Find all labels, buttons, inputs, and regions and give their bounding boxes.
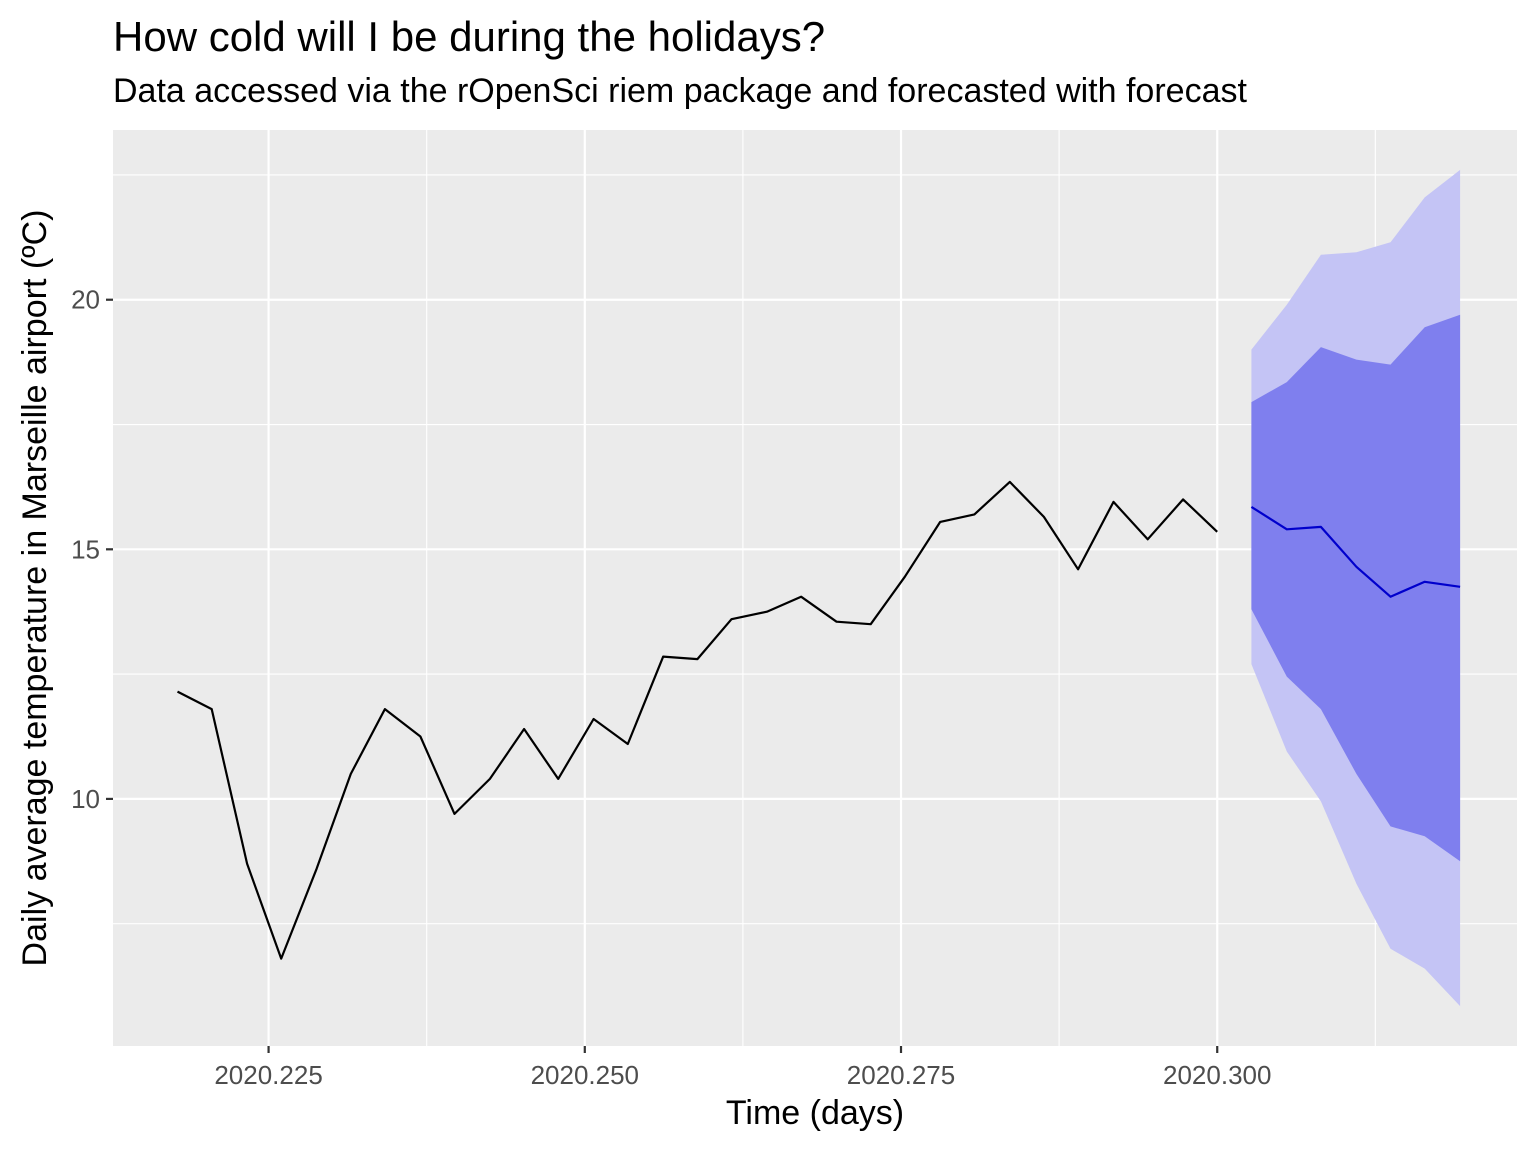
forecast-80-interval <box>1251 314 1461 862</box>
x-tick-label: 2020.300 <box>1163 1060 1271 1090</box>
chart-title: How cold will I be during the holidays? <box>113 13 825 60</box>
y-tick-label: 15 <box>71 534 100 564</box>
chart-subtitle: Data accessed via the rOpenSci riem pack… <box>113 72 1247 110</box>
forecast-80-band <box>1251 314 1461 862</box>
x-tick-label: 2020.275 <box>847 1060 955 1090</box>
x-tick-label: 2020.225 <box>214 1060 322 1090</box>
x-axis-title: Time (days) <box>726 1094 904 1132</box>
y-axis-title: Daily average temperature in Marseille a… <box>16 210 54 967</box>
y-tick-label: 10 <box>71 784 100 814</box>
y-tick-label: 20 <box>71 285 100 315</box>
forecast-mean-line <box>1250 505 1461 598</box>
axes: 2020.225 2020.250 2020.275 2020.300 10 15 20 <box>71 285 1271 1090</box>
gridlines <box>113 130 1517 1046</box>
x-tick-label: 2020.250 <box>531 1060 639 1090</box>
observed-temperature-line <box>176 480 1218 960</box>
series-lines <box>176 480 1461 960</box>
